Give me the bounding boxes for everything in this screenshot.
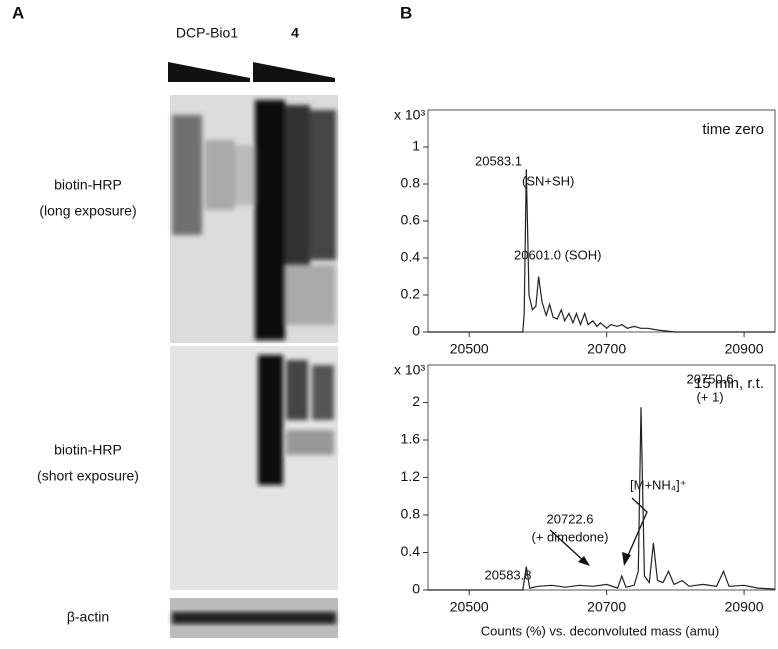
spectrum-title: time zero: [702, 121, 764, 138]
peak-annotation: 20722.6: [547, 511, 594, 526]
row-label: biotin-HRP: [54, 442, 122, 458]
panel-label: A: [12, 3, 24, 22]
y-tick-label: 0.4: [401, 249, 421, 265]
x-tick-label: 20500: [450, 341, 489, 357]
y-unit: x 10³: [394, 107, 425, 123]
y-tick-label: 0.8: [401, 506, 421, 522]
peak-annotation: 20601.0 (SOH): [514, 247, 601, 262]
y-tick-label: 1.2: [401, 468, 421, 484]
y-tick-label: 0: [412, 581, 420, 597]
x-tick-label: 20900: [725, 341, 764, 357]
y-tick-label: 1.6: [401, 431, 421, 447]
row-label: β-actin: [67, 609, 109, 625]
row-label: biotin-HRP: [54, 177, 122, 193]
peak-annotation: 20750.6: [687, 371, 734, 386]
spectrum-title: 15 min, r.t.: [694, 375, 764, 392]
gradient-wedge: [168, 62, 250, 82]
y-unit: x 10³: [394, 362, 425, 378]
arrow-head: [622, 552, 631, 566]
x-axis-label: Counts (%) vs. deconvoluted mass (amu): [481, 623, 719, 638]
peak-annotation: 20583.8: [485, 567, 532, 582]
lane-label: 4: [291, 25, 299, 41]
gradient-wedge: [253, 62, 335, 82]
row-label: (long exposure): [39, 203, 136, 219]
x-tick-label: 20700: [587, 599, 626, 615]
lane-label: DCP-Bio1: [176, 25, 238, 41]
peak-annotation: (SN+SH): [522, 173, 574, 188]
peak-annotation: 20583.1: [475, 153, 522, 168]
arrow: [625, 497, 648, 561]
y-tick-label: 0.6: [401, 212, 421, 228]
peak-annotation: (+ 1): [696, 389, 723, 404]
panel-label: B: [400, 3, 412, 22]
y-tick-label: 1: [412, 138, 420, 154]
peak-annotation: (+ dimedone): [532, 529, 609, 544]
y-tick-label: 0.8: [401, 175, 421, 191]
y-tick-label: 2: [412, 393, 420, 409]
blot-actin: [170, 598, 338, 638]
row-label: (short exposure): [37, 468, 139, 484]
plot-frame: [427, 109, 776, 333]
spectrum-line: [428, 169, 775, 333]
x-tick-label: 20700: [587, 341, 626, 357]
blot-long: [170, 95, 338, 343]
y-tick-label: 0: [412, 323, 420, 339]
arrow-head: [578, 556, 590, 566]
x-tick-label: 20500: [450, 599, 489, 615]
blot-short: [170, 346, 338, 590]
arrow: [549, 529, 586, 563]
y-tick-label: 0.4: [401, 543, 421, 559]
peak-annotation: [M+NH₄]⁺: [630, 477, 687, 492]
y-tick-label: 0.2: [401, 286, 421, 302]
spectrum-line: [428, 407, 776, 591]
x-tick-label: 20900: [725, 599, 764, 615]
